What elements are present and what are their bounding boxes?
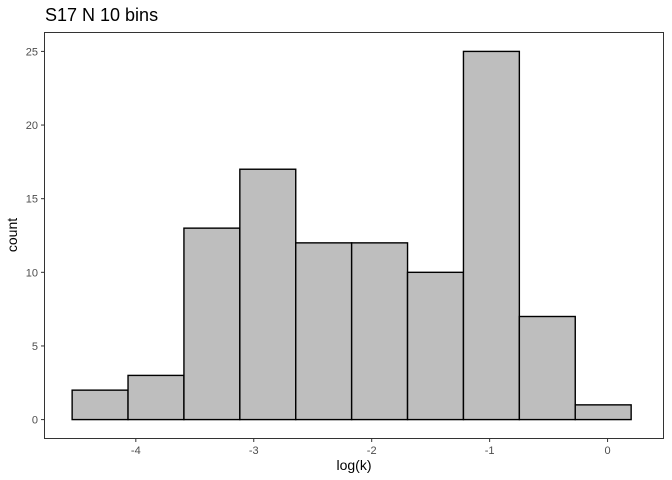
x-tick-label: 0 (605, 445, 611, 457)
chart-title: S17 N 10 bins (45, 5, 158, 25)
x-tick-label: -1 (485, 445, 495, 457)
y-axis-ticks: 0 5 10 15 20 25 (26, 46, 45, 427)
histogram-bar-6 (350, 242, 409, 421)
plot-panel-border (44, 32, 664, 439)
y-tick-label: 15 (26, 194, 38, 206)
y-tick-label: 0 (32, 415, 38, 427)
y-tick-label: 10 (26, 267, 38, 279)
histogram-bar-3 (183, 227, 241, 421)
y-axis-label: count (4, 218, 20, 252)
histogram-bar-10 (574, 404, 632, 421)
histogram-bar-7 (406, 271, 465, 421)
x-axis-ticks: -4 -3 -2 -1 0 (131, 438, 611, 457)
x-tick-label: -4 (131, 445, 141, 457)
bars-layer (71, 50, 632, 421)
y-tick-label: 5 (32, 341, 38, 353)
histogram-bar-2 (127, 374, 185, 421)
x-tick-label: -3 (249, 445, 259, 457)
histogram-bar-1 (71, 389, 129, 421)
histogram-bar-4 (239, 168, 297, 421)
y-tick-label: 20 (26, 120, 38, 132)
histogram-bar-9 (518, 315, 576, 421)
histogram-bar-5 (295, 242, 353, 421)
y-tick-label: 25 (26, 46, 38, 58)
x-tick-label: -2 (367, 445, 377, 457)
x-axis-label: log(k) (336, 457, 371, 473)
histogram-bar-8 (462, 50, 521, 421)
